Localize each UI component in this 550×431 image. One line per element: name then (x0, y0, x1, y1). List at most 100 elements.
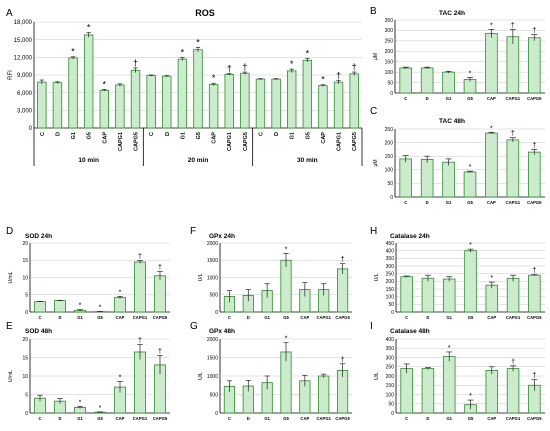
panel-letter: C (370, 106, 377, 117)
x-tick-label: CAPG5 (335, 416, 350, 421)
y-tick-label: 3,000 (17, 108, 33, 114)
bar (255, 78, 266, 129)
bar (506, 368, 520, 414)
y-tick-label: 6,000 (17, 91, 33, 97)
significance-mark: * (87, 23, 91, 33)
significance-mark: † (227, 64, 232, 74)
group-label: 10 min (78, 157, 99, 164)
bar (506, 139, 520, 198)
x-tick-label: G5 (467, 96, 473, 101)
significance-mark: † (352, 62, 357, 72)
bar (485, 284, 499, 313)
chart-title: GPx 48h (209, 328, 235, 335)
y-tick-label: 400 (386, 337, 395, 343)
chart-title: Catalase 24h (390, 233, 430, 240)
chart-title: GPx 24h (209, 233, 235, 240)
panel-D: D SOD 24h 0 5 10 15 20 U/mL C D * G1 * G5 * CAP † CAPG1 † C… (6, 226, 170, 320)
bar (177, 58, 188, 129)
chart-title: Catalase 48h (390, 328, 430, 335)
x-tick-label: D (55, 132, 61, 136)
y-tick-label: 5 (25, 392, 28, 398)
x-tick-label: C (404, 200, 407, 205)
x-tick-label: C (38, 416, 41, 421)
chart-title: ROS (195, 8, 215, 18)
y-axis-label: RFI (8, 70, 14, 80)
y-tick-label: 100 (385, 70, 394, 76)
significance-mark: † (511, 359, 515, 366)
significance-mark: * (469, 164, 472, 171)
x-tick-label: D (165, 132, 171, 136)
x-tick-label: D (247, 315, 250, 320)
bar (333, 81, 344, 129)
bar (336, 268, 349, 313)
x-tick-label: CAP (487, 96, 496, 101)
y-tick-label: 9,000 (17, 73, 33, 79)
significance-mark: * (79, 399, 82, 406)
x-tick-label: G5 (283, 315, 289, 320)
x-tick-label: CAPG5 (134, 132, 140, 151)
bar (506, 36, 520, 94)
bar (400, 276, 413, 313)
significance-mark: * (306, 49, 310, 59)
bar (54, 300, 66, 313)
y-tick-label: 350 (386, 256, 395, 262)
x-tick-label: C (228, 315, 231, 320)
x-tick-label: CAPG1 (506, 200, 521, 205)
y-tick-label: 15 (22, 258, 28, 264)
bar (528, 274, 541, 313)
x-tick-label: CAPG1 (316, 416, 331, 421)
x-tick-label: D (426, 416, 429, 421)
significance-mark: * (99, 304, 102, 311)
x-tick-label: CAPG1 (506, 96, 521, 101)
y-tick-label: 100 (385, 168, 394, 174)
x-tick-label: C (40, 132, 46, 136)
y-tick-label: 50 (388, 402, 394, 408)
y-tick-label: 5 (25, 293, 28, 299)
significance-mark: † (532, 28, 536, 35)
bar (485, 132, 498, 198)
significance-mark: † (511, 22, 515, 29)
bar (442, 71, 455, 94)
x-tick-label: CAP (300, 315, 309, 320)
significance-mark: * (490, 275, 493, 282)
significance-mark: † (341, 357, 345, 364)
bar (37, 81, 47, 129)
y-tick-label: 10 (22, 275, 28, 281)
x-tick-label: G1 (446, 96, 452, 101)
y-tick-label: 15 (22, 355, 28, 361)
y-tick-label: 150 (385, 59, 394, 65)
significance-mark: * (469, 242, 472, 249)
significance-mark: † (242, 62, 247, 72)
bar (485, 33, 498, 94)
x-tick-label: C (404, 96, 407, 101)
panel-letter: D (6, 226, 13, 237)
bar (527, 37, 541, 94)
y-axis-label: U/L (198, 372, 204, 380)
bar (162, 75, 172, 129)
y-tick-label: 350 (385, 18, 394, 24)
y-tick-label: 300 (386, 355, 395, 361)
bar (208, 84, 219, 129)
bar (99, 89, 109, 129)
x-tick-label: G5 (467, 200, 473, 205)
y-tick-label: 150 (385, 154, 394, 160)
bar (134, 261, 146, 313)
y-axis-label: U/L (374, 273, 380, 281)
x-tick-label: C (405, 315, 408, 320)
x-tick-label: CAPG5 (153, 315, 168, 320)
y-tick-label: 0 (391, 310, 394, 316)
y-tick-label: 0 (25, 310, 28, 316)
panel-letter: H (370, 226, 377, 237)
y-tick-label: 0 (215, 310, 218, 316)
panel-letter: A (6, 8, 13, 19)
significance-mark: * (469, 393, 472, 400)
significance-mark: † (158, 349, 162, 356)
y-tick-label: 0 (390, 195, 393, 201)
significance-mark: * (212, 73, 216, 83)
bar (527, 151, 541, 198)
x-tick-label: G5 (87, 132, 93, 139)
x-tick-label: G1 (446, 200, 452, 205)
bar (130, 69, 141, 129)
x-tick-label: CAP (487, 315, 496, 320)
